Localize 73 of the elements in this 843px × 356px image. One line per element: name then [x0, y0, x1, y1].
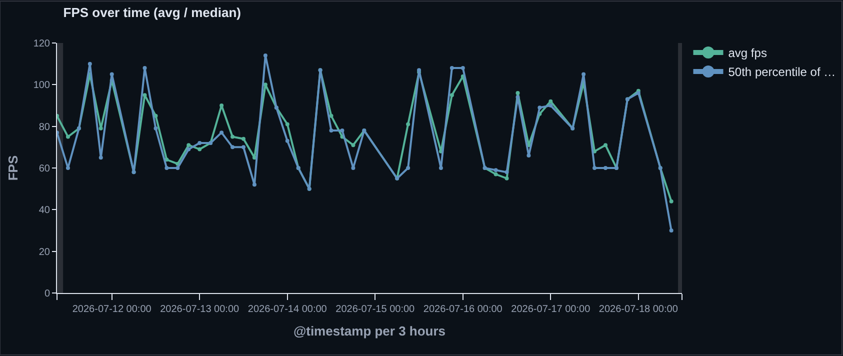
- point: [516, 95, 520, 100]
- point: [142, 93, 147, 98]
- point: [154, 126, 158, 130]
- point: [351, 143, 356, 148]
- point: [164, 166, 169, 170]
- x-tick-label: 2026-07-14 00:00: [248, 304, 328, 315]
- point: [504, 176, 509, 180]
- point: [516, 91, 520, 95]
- point: [263, 82, 268, 87]
- point: [241, 136, 246, 141]
- point: [329, 114, 334, 118]
- point: [230, 145, 235, 150]
- legend-label: 50th percentile of …: [728, 65, 836, 80]
- x-tick-label: 2026-07-15 00:00: [336, 304, 416, 315]
- point: [450, 66, 454, 70]
- point: [406, 166, 410, 170]
- point: [351, 166, 356, 170]
- point: [604, 143, 608, 148]
- point: [460, 66, 465, 70]
- point: [110, 72, 114, 76]
- point: [340, 128, 344, 132]
- point: [66, 134, 70, 139]
- point: [548, 104, 553, 108]
- point: [263, 54, 268, 58]
- point: [548, 99, 553, 104]
- point: [494, 168, 498, 172]
- y-tick-label: 80: [38, 122, 50, 133]
- y-tick-label: 120: [33, 38, 50, 50]
- point: [220, 130, 224, 135]
- point: [504, 170, 509, 174]
- point: [450, 93, 454, 98]
- point: [98, 126, 103, 130]
- point: [636, 91, 640, 95]
- x-tick-label: 2026-07-18 00:00: [598, 304, 678, 315]
- point: [142, 66, 147, 70]
- x-axis-title: @timestamp per 3 hours: [293, 324, 446, 339]
- y-tick-label: 40: [38, 205, 50, 216]
- y-tick-label: 20: [38, 246, 50, 258]
- chart-title: FPS over time (avg / median): [63, 5, 241, 20]
- point: [438, 166, 443, 170]
- point: [582, 72, 586, 76]
- point: [538, 106, 542, 110]
- point: [241, 145, 246, 150]
- point: [220, 104, 224, 108]
- y-axis-title: FPS: [5, 155, 20, 181]
- point: [230, 134, 235, 139]
- point: [176, 166, 180, 170]
- point: [98, 156, 103, 160]
- point: [285, 122, 290, 126]
- point: [252, 182, 256, 187]
- x-tick-label: 2026-07-17 00:00: [511, 304, 591, 315]
- x-tick-label: 2026-07-13 00:00: [160, 304, 240, 315]
- point: [198, 147, 202, 152]
- point: [285, 138, 290, 143]
- y-tick-label: 0: [44, 288, 50, 300]
- point: [88, 62, 92, 66]
- legend-label: avg fps: [728, 46, 767, 60]
- point: [669, 228, 674, 232]
- point: [406, 122, 410, 126]
- point: [494, 172, 498, 176]
- point: [329, 128, 334, 132]
- y-tick-label: 60: [38, 164, 50, 174]
- point: [526, 154, 531, 158]
- point: [186, 143, 191, 148]
- point: [66, 166, 70, 170]
- point: [669, 199, 674, 204]
- y-tick-label: 100: [33, 80, 50, 92]
- x-tick-label: 2026-07-12 00:00: [72, 304, 152, 315]
- x-tick-label: 2026-07-16 00:00: [423, 304, 503, 315]
- point: [592, 166, 597, 170]
- point: [186, 147, 191, 152]
- point: [198, 141, 202, 145]
- point: [604, 166, 608, 170]
